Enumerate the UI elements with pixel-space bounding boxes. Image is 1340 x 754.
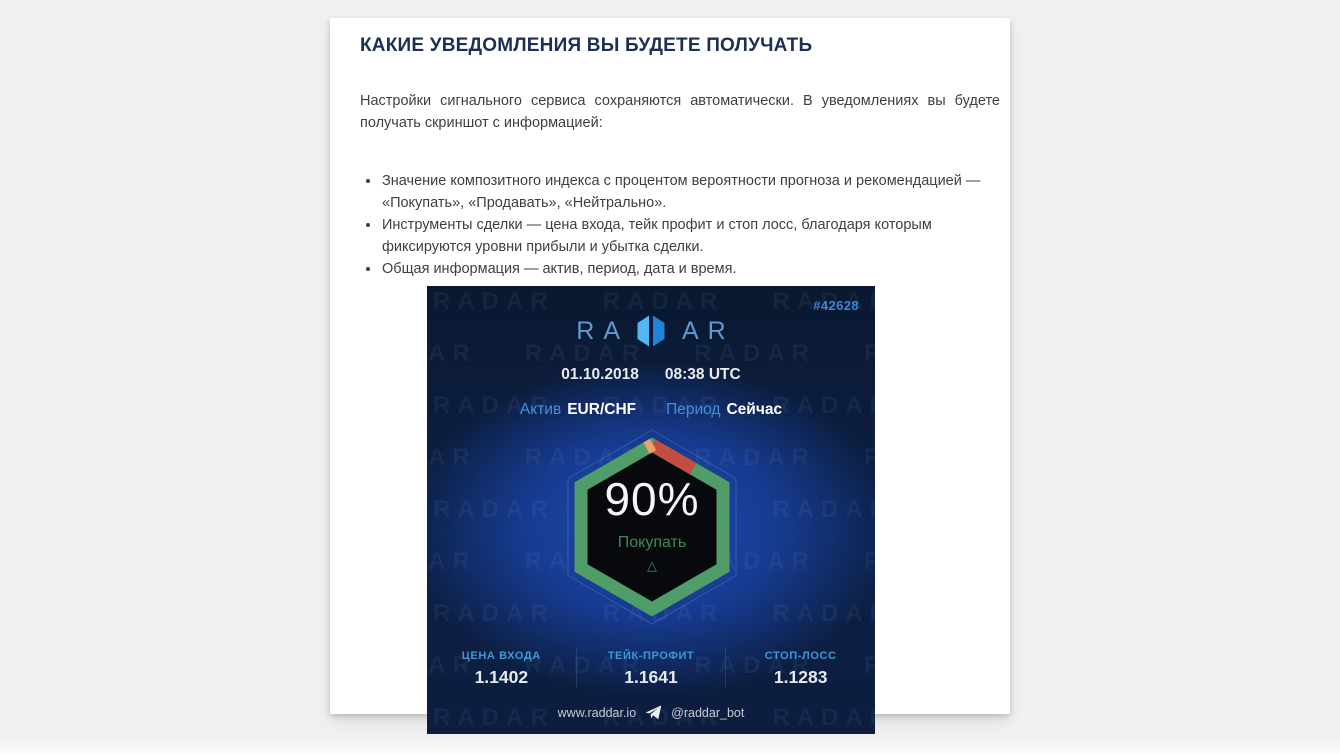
period-value: Сейчас [726, 401, 783, 418]
datetime-row: 01.10.2018 08:38 UTC [427, 366, 875, 384]
asset-value: EUR/CHF [567, 401, 637, 418]
article-card: КАКИЕ УВЕДОМЛЕНИЯ ВЫ БУДЕТЕ ПОЛУЧАТЬ Нас… [330, 18, 1010, 734]
intro-paragraph: Настройки сигнального сервиса сохраняютс… [360, 93, 1000, 131]
logo-hexagon-icon [637, 315, 665, 347]
stat-label: ТЕЙК-ПРОФИТ [607, 650, 695, 662]
asset-label: Актив [519, 401, 562, 418]
gauge-percent: 90% [604, 473, 700, 525]
stat-label: СТОП-ЛОСС [764, 650, 837, 662]
asset-row: Актив EUR/CHF Период Сейчас [427, 401, 875, 419]
stat-value: 1.1402 [474, 667, 529, 687]
logo-text-right: AR [682, 317, 735, 345]
signal-id: #42628 [813, 298, 859, 313]
list-item: Значение композитного индекса с проценто… [381, 170, 993, 214]
gauge-hexagon-graphic [567, 429, 737, 625]
stat-entry-price: ЦЕНА ВХОДА 1.1402 [427, 648, 576, 688]
stat-stop-loss: СТОП-ЛОСС 1.1283 [725, 648, 875, 688]
signal-date: 01.10.2018 [561, 366, 639, 383]
list-item: Общая информация — актив, период, дата и… [381, 258, 993, 280]
page-title: КАКИЕ УВЕДОМЛЕНИЯ ВЫ БУДЕТЕ ПОЛУЧАТЬ [360, 35, 813, 56]
bot-handle: @raddar_bot [671, 705, 745, 720]
direction-up-icon: △ [647, 558, 657, 573]
signal-gauge: 90% Покупать △ [537, 412, 767, 642]
logo-text-left: RA [576, 317, 629, 345]
stat-take-profit: ТЕЙК-ПРОФИТ 1.1641 [575, 648, 726, 688]
stat-label: ЦЕНА ВХОДА [461, 650, 541, 662]
stat-value: 1.1283 [773, 667, 828, 687]
gauge-recommendation: Покупать [617, 534, 687, 551]
stat-value: 1.1641 [624, 667, 678, 687]
gauge-readout: 90% Покупать △ [537, 412, 767, 642]
stats-row: ЦЕНА ВХОДА 1.1402 ТЕЙК-ПРОФИТ 1.1641 СТО… [427, 648, 875, 688]
radar-logo: RA AR [427, 312, 875, 350]
telegram-icon [645, 705, 662, 720]
signal-footer: www.raddar.io @raddar_bot [427, 705, 875, 720]
website-url: www.raddar.io [557, 705, 637, 720]
signal-screenshot: RADARRADARRADARRADARRADARRADARRADARRADAR… [427, 286, 875, 734]
feature-list: Значение композитного индекса с проценто… [381, 170, 993, 280]
signal-time: 08:38 UTC [664, 366, 741, 383]
list-item: Инструменты сделки — цена входа, тейк пр… [381, 214, 993, 258]
period-label: Период [666, 401, 721, 418]
